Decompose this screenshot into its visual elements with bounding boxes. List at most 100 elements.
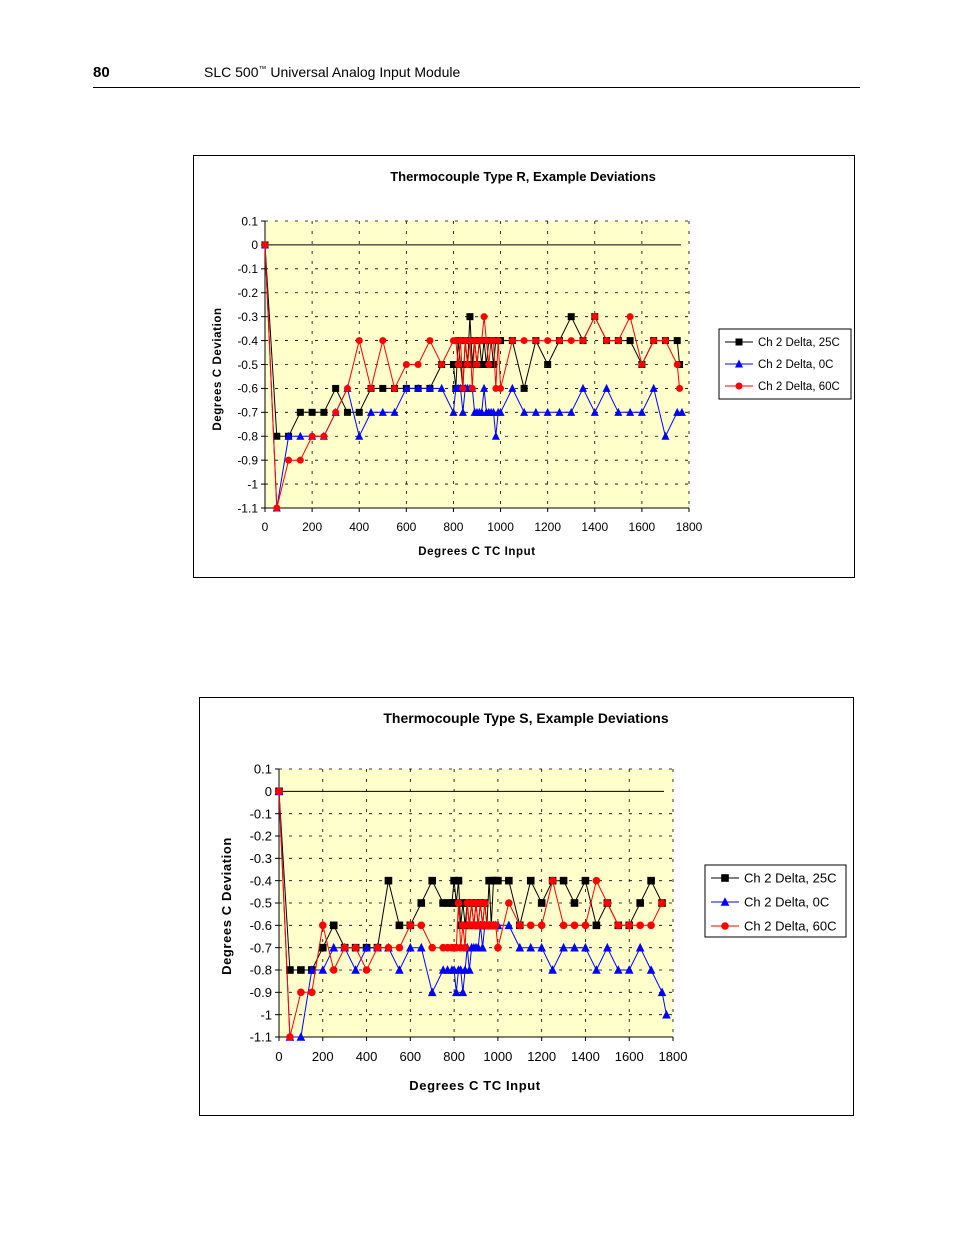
c0-series-1-point-12 bbox=[402, 383, 411, 392]
c1-series-0-point-41 bbox=[526, 876, 535, 885]
c0-y-tick-label-2: -0.1 bbox=[237, 262, 258, 276]
c1-series-2-point-44 bbox=[559, 921, 568, 930]
c1-series-1-point-54 bbox=[662, 1009, 671, 1019]
c1-x-tick-label-3: 600 bbox=[399, 1049, 421, 1064]
c1-series-2-point-1 bbox=[286, 1033, 294, 1041]
c1-series-0-point-42 bbox=[537, 899, 546, 907]
c0-series-2-point-39 bbox=[532, 337, 540, 345]
c0-x-tick-label-1: 200 bbox=[302, 520, 322, 534]
c1-series-1-point-11 bbox=[395, 965, 404, 974]
c1-y-tick-label-8: -0.7 bbox=[250, 940, 272, 955]
c0-series-1-point-44 bbox=[590, 407, 599, 416]
c0-series-2-point-1 bbox=[273, 504, 281, 512]
c1-legend-label-2: Ch 2 Delta, 60C bbox=[744, 919, 837, 934]
c1-series-0-point-5 bbox=[329, 921, 338, 930]
c0-y-axis-title: Degrees C Deviation bbox=[212, 307, 224, 430]
c0-series-1-point-43 bbox=[579, 383, 587, 392]
c0-series-1-point-48 bbox=[637, 407, 646, 416]
c1-x-tick-label-4: 800 bbox=[443, 1049, 465, 1064]
c0-series-2-point-9 bbox=[367, 384, 375, 392]
c0-series-2-point-42 bbox=[567, 337, 575, 345]
c1-series-1-point-53 bbox=[657, 987, 667, 997]
c1-y-tick-label-7: -0.6 bbox=[250, 918, 272, 933]
c1-series-2-point-41 bbox=[526, 921, 535, 930]
c0-series-2-point-50 bbox=[661, 337, 669, 345]
c1-series-1-point-25 bbox=[465, 965, 474, 974]
c1-y-tick-label-2: -0.1 bbox=[250, 806, 272, 821]
c0-series-2-point-40 bbox=[544, 337, 552, 345]
chart-type-s: Thermocouple Type S, Example Deviations 0… bbox=[199, 697, 854, 1116]
c0-series-1-point-20 bbox=[458, 407, 467, 416]
c0-series-1-point-37 bbox=[508, 383, 517, 392]
c1-series-0-point-14 bbox=[428, 876, 437, 885]
c0-legend-marker-1 bbox=[735, 359, 743, 368]
c1-series-0-point-34 bbox=[485, 876, 493, 885]
c0-series-2-point-0 bbox=[261, 241, 269, 249]
c0-series-2-point-7 bbox=[343, 384, 351, 392]
c1-y-tick-label-10: -0.9 bbox=[250, 985, 272, 1000]
c1-series-1-point-12 bbox=[406, 942, 415, 952]
c0-y-tick-label-4: -0.3 bbox=[237, 310, 258, 324]
c1-series-1-point-39 bbox=[504, 920, 514, 930]
c0-series-2-point-24 bbox=[468, 384, 476, 392]
c1-x-tick-label-6: 1200 bbox=[527, 1049, 556, 1064]
c1-series-1-point-41 bbox=[526, 942, 536, 952]
c1-series-0-point-10 bbox=[384, 876, 393, 885]
c0-series-2-point-18 bbox=[454, 361, 462, 368]
c1-series-0-point-47 bbox=[592, 921, 601, 930]
c0-series-0-point-6 bbox=[332, 384, 340, 392]
c1-x-tick-label-5: 1000 bbox=[483, 1049, 512, 1064]
c0-series-0-point-24 bbox=[468, 361, 476, 368]
c0-series-1-point-10 bbox=[378, 407, 387, 416]
c0-x-axis-title: Degrees C TC Input bbox=[418, 546, 536, 558]
c0-series-0-point-10 bbox=[379, 384, 387, 392]
c1-series-1-point-2 bbox=[296, 1032, 306, 1041]
c1-series-1-point-43 bbox=[548, 965, 557, 974]
c1-chart-title: Thermocouple Type S, Example Deviations bbox=[383, 710, 668, 726]
c1-series-0-point-51 bbox=[636, 899, 644, 907]
c1-series-0-point-11 bbox=[395, 921, 404, 930]
c0-series-2-point-14 bbox=[426, 337, 434, 345]
c0-series-0-point-38 bbox=[520, 384, 528, 392]
c0-series-1-point-2 bbox=[284, 431, 293, 440]
c1-y-tick-label-0: 0.1 bbox=[254, 762, 272, 777]
c0-y-tick-label-12: -1.1 bbox=[237, 501, 258, 515]
c0-series-2-point-47 bbox=[626, 313, 634, 321]
page-header: 80 SLC 500™ Universal Analog Input Modul… bbox=[93, 62, 860, 88]
c1-series-2-point-22 bbox=[459, 921, 467, 930]
c0-series-1-point-34 bbox=[491, 431, 500, 440]
c0-series-1-point-15 bbox=[437, 383, 446, 392]
c0-series-2-point-46 bbox=[614, 337, 622, 345]
c0-series-2-point-11 bbox=[391, 384, 399, 392]
c0-series-2-point-3 bbox=[296, 456, 304, 464]
c0-series-1-point-45 bbox=[602, 383, 611, 392]
c0-legend-label-2: Ch 2 Delta, 60C bbox=[758, 381, 840, 393]
c0-x-tick-label-9: 1800 bbox=[676, 520, 703, 534]
c1-series-1-point-3 bbox=[307, 965, 317, 974]
c0-series-1-point-40 bbox=[543, 407, 552, 416]
c0-series-2-point-13 bbox=[414, 361, 422, 368]
c0-series-0-point-42 bbox=[567, 313, 575, 321]
c1-series-1-point-42 bbox=[537, 942, 546, 952]
c0-series-2-point-12 bbox=[402, 361, 410, 368]
c0-series-1-point-52 bbox=[677, 407, 686, 416]
c0-series-0-point-8 bbox=[355, 408, 363, 416]
c1-y-tick-label-9: -0.8 bbox=[250, 963, 272, 978]
c0-series-1-point-8 bbox=[355, 431, 364, 440]
c1-series-2-point-3 bbox=[308, 988, 316, 997]
c0-series-0-point-23 bbox=[466, 313, 474, 321]
c0-series-1-point-3 bbox=[296, 431, 305, 440]
c1-series-1-point-47 bbox=[592, 965, 601, 974]
c0-y-tick-label-8: -0.7 bbox=[237, 406, 258, 420]
c0-series-1-point-11 bbox=[390, 407, 399, 416]
c0-series-1-point-29 bbox=[480, 383, 489, 392]
c0-series-1-point-46 bbox=[614, 407, 623, 416]
c1-series-1-point-48 bbox=[603, 942, 612, 952]
c1-series-2-point-9 bbox=[373, 943, 382, 952]
c1-series-2-point-20 bbox=[454, 899, 463, 907]
c0-series-0-point-47 bbox=[626, 337, 634, 345]
c1-series-2-point-7 bbox=[351, 943, 360, 952]
c1-series-2-point-23 bbox=[461, 943, 469, 952]
c0-series-2-point-31 bbox=[485, 361, 493, 368]
c0-series-2-point-4 bbox=[308, 432, 316, 440]
